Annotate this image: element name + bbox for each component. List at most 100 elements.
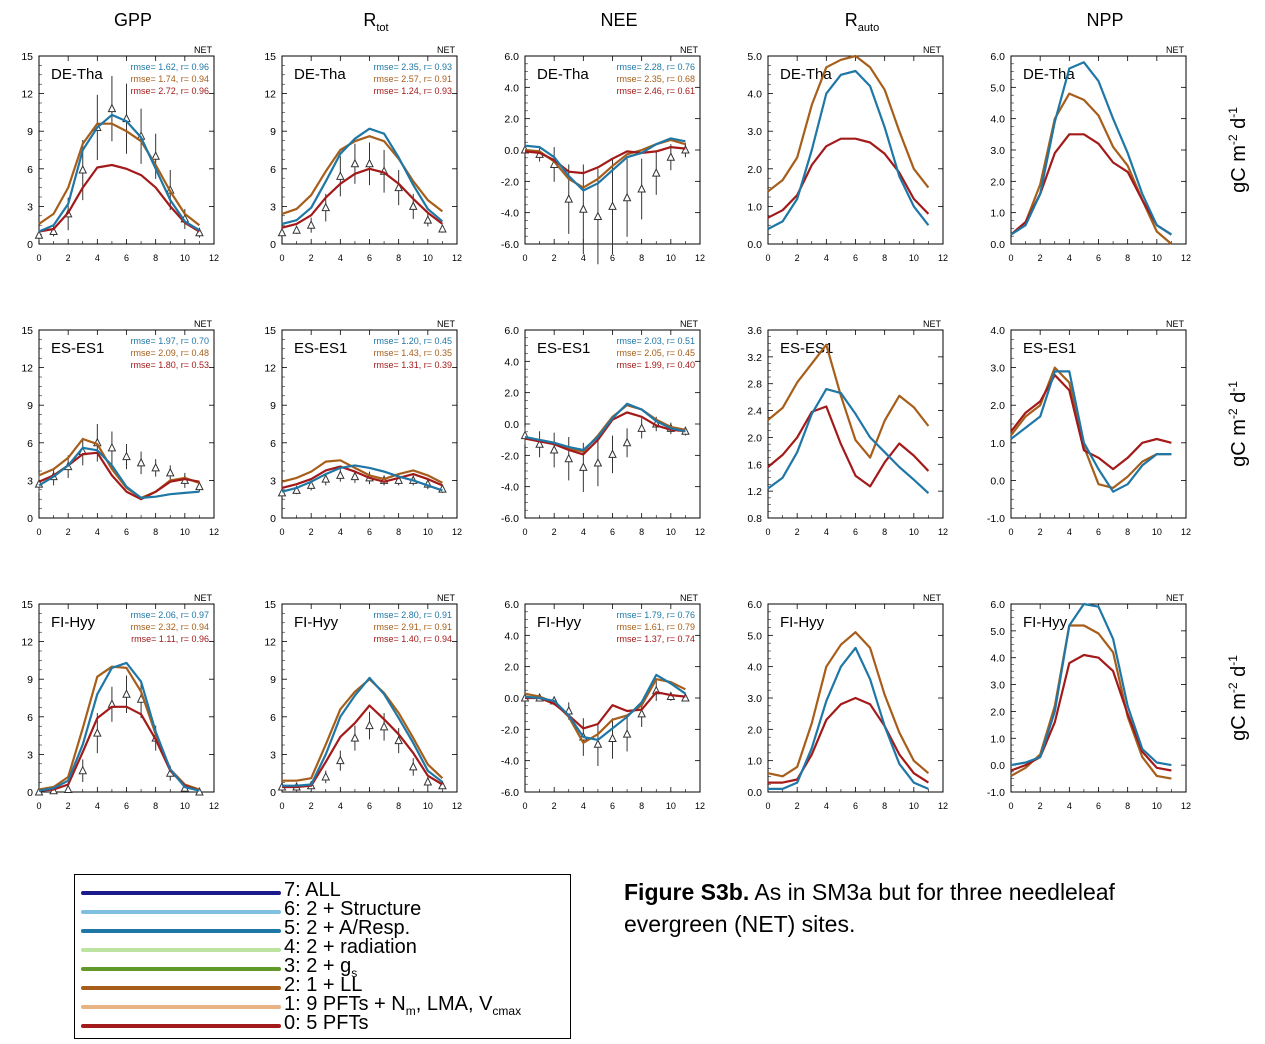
legend-label: 6: 2 + Structure [284,898,422,920]
column-header: NEE [600,10,637,30]
y-tick-label: 6.0 [504,51,519,63]
y-tick-label: 0 [27,787,33,799]
y-tick-label: 0.0 [747,787,762,799]
y-tick-label: 15 [264,599,276,611]
x-tick-label: 2 [309,253,314,263]
x-tick-label: 0 [36,801,41,811]
obs-marker [365,158,374,168]
row-unit-label: gC m-2 d-1 [1226,381,1250,467]
legend-swatch [81,986,281,990]
site-label: FI-Hyy [537,614,582,631]
y-tick-label: 15 [264,51,276,63]
x-tick-label: 8 [882,253,887,263]
x-tick-label: 12 [695,527,705,537]
legend-swatch [81,1005,281,1009]
obs-marker [394,475,403,484]
obs-marker [306,480,316,489]
obs-marker [350,732,360,742]
pft-tag: NET [437,45,456,55]
obs-marker [277,487,287,497]
obs-marker [379,721,389,731]
x-tick-label: 8 [396,527,401,537]
x-tick-label: 10 [909,527,919,537]
x-tick-label: 4 [824,527,829,537]
pft-tag: NET [680,45,699,55]
pft-tag: NET [194,319,213,329]
x-tick-label: 0 [36,527,41,537]
legend-entry: 2: 1 + LL [81,975,561,995]
y-tick-label: 5.0 [990,626,1005,638]
series-line-c5 [767,69,930,230]
y-tick-label: 12 [264,637,276,649]
obs-marker [593,739,603,748]
y-tick-label: 2.0 [504,388,519,400]
plot-frame [281,329,458,519]
x-tick-label: 12 [695,801,705,811]
site-label: DE-Tha [51,66,103,83]
x-tick-label: 2 [552,527,557,537]
obs-marker [151,462,160,472]
legend-entry: 4: 2 + radiation [81,937,561,957]
rmse-label: rmse= 1.11, r= 0.96 [131,634,209,644]
series-line-c2 [767,343,930,459]
y-tick-label: -4.0 [501,482,519,494]
x-tick-label: 12 [1181,801,1191,811]
obs-marker [593,457,603,467]
series-line-c0 [281,465,443,489]
series-line-c0 [524,411,686,456]
rmse-label: rmse= 1.97, r= 0.70 [130,336,209,346]
legend-label: 4: 2 + radiation [284,936,417,958]
x-tick-label: 4 [581,253,586,263]
x-tick-label: 10 [666,253,676,263]
legend-entry: 7: ALL [81,880,561,900]
obs-marker [195,227,204,237]
legend-entry: 0: 5 PFTs [81,1013,561,1033]
rmse-label: rmse= 2.32, r= 0.94 [130,622,209,632]
site-label: FI-Hyy [51,614,96,631]
y-tick-label: 4.0 [990,653,1005,665]
x-tick-label: 6 [124,527,129,537]
x-tick-label: 8 [396,253,401,263]
obs-marker [277,227,287,237]
x-tick-label: 12 [209,253,219,263]
x-tick-label: 0 [279,253,284,263]
y-tick-label: -4.0 [501,208,519,220]
x-tick-label: 2 [795,253,800,263]
rmse-label: rmse= 2.35, r= 0.68 [616,74,695,84]
caption-text: As in SM3a but for three needleleaf ever… [624,879,1115,937]
obs-marker [107,103,117,113]
x-tick-label: 12 [938,253,948,263]
rmse-label: rmse= 1.43, r= 0.35 [373,348,452,358]
panel-FI-Hyy-0: 0 2 4 6 8 10 12 0 3 6 9 12 15 NET FI-Hyy rmse= 2.06, r=… [21,593,219,811]
site-label: ES-ES1 [537,340,590,357]
series-line-c0 [38,163,200,233]
panel-ES-ES1-1: 0 2 4 6 8 10 12 0 3 6 9 12 15 NET ES-ES1 rmse= 1.20, r=… [264,319,462,537]
site-label: DE-Tha [780,66,832,83]
rmse-label: rmse= 2.28, r= 0.76 [616,62,695,72]
x-tick-label: 0 [279,801,284,811]
rmse-label: rmse= 1.31, r= 0.39 [373,360,452,370]
y-tick-label: -1.0 [987,787,1005,799]
x-tick-label: 8 [1125,527,1130,537]
y-tick-label: 2.0 [747,164,762,176]
y-tick-label: 2.0 [990,706,1005,718]
x-tick-label: 12 [452,527,462,537]
x-tick-label: 8 [1125,801,1130,811]
y-tick-label: 4.0 [747,89,762,101]
site-label: ES-ES1 [1023,340,1076,357]
x-tick-label: 4 [338,527,343,537]
obs-marker [195,786,204,796]
x-tick-label: 10 [666,801,676,811]
y-tick-label: 0.8 [747,513,762,525]
x-tick-label: 6 [124,801,129,811]
x-tick-label: 2 [66,253,71,263]
x-tick-label: 0 [1008,527,1013,537]
y-tick-label: 6 [27,712,33,724]
x-tick-label: 2 [1038,527,1043,537]
y-tick-label: 0.0 [990,239,1005,251]
x-tick-label: 12 [938,527,948,537]
y-tick-label: 3 [27,201,33,213]
pft-tag: NET [194,45,213,55]
obs-marker [622,729,632,738]
x-tick-label: 6 [610,527,615,537]
